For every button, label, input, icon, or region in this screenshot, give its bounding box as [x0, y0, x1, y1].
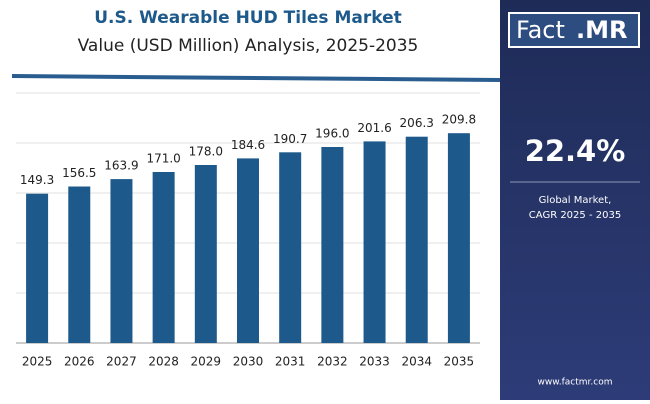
bar: [237, 158, 259, 343]
value-label: 163.9: [104, 159, 138, 173]
title-rule: [12, 74, 500, 82]
chart-subtitle: Value (USD Million) Analysis, 2025-2035: [78, 36, 419, 56]
chart-title: U.S. Wearable HUD Tiles Market: [94, 8, 402, 28]
x-tick-label: 2026: [64, 355, 95, 369]
bar: [194, 165, 217, 343]
cagr-caption: Global Market,: [539, 195, 612, 206]
bar: [279, 152, 302, 343]
bar: [447, 133, 470, 343]
bar: [110, 179, 133, 343]
logo-accent: .MR: [576, 16, 627, 44]
bar: [26, 193, 49, 343]
x-tick-label: 2025: [22, 355, 53, 369]
x-tick-label: 2032: [317, 355, 348, 369]
bar: [405, 136, 428, 343]
value-label: 209.8: [442, 113, 476, 127]
value-label: 206.3: [400, 116, 434, 130]
x-tick-label: 2029: [191, 355, 222, 369]
value-label: 201.6: [357, 121, 391, 135]
logo-text: Fact: [516, 16, 565, 44]
x-tick-label: 2028: [148, 355, 179, 369]
value-label: 171.0: [146, 152, 180, 166]
bar: [68, 186, 91, 343]
x-tick-label: 2031: [275, 355, 306, 369]
x-tick-label: 2034: [401, 355, 432, 369]
website: www.factmr.com: [537, 378, 612, 388]
value-label: 196.0: [315, 127, 349, 141]
logo-inner: [510, 14, 638, 46]
value-label: 149.3: [20, 173, 54, 187]
x-tick-label: 2027: [106, 355, 137, 369]
x-tick-label: 2030: [233, 355, 264, 369]
bar: [363, 141, 386, 343]
side-panel: [500, 0, 650, 400]
cagr-value: 22.4%: [525, 134, 626, 168]
value-label: 156.5: [62, 166, 96, 180]
bar: [152, 172, 175, 343]
cagr-caption: CAGR 2025 - 2035: [529, 210, 621, 221]
x-tick-label: 2033: [359, 355, 390, 369]
value-label: 184.6: [231, 138, 265, 152]
value-label: 190.7: [273, 132, 307, 146]
x-tick-label: 2035: [444, 355, 475, 369]
value-label: 178.0: [189, 145, 223, 159]
bar: [321, 147, 344, 343]
